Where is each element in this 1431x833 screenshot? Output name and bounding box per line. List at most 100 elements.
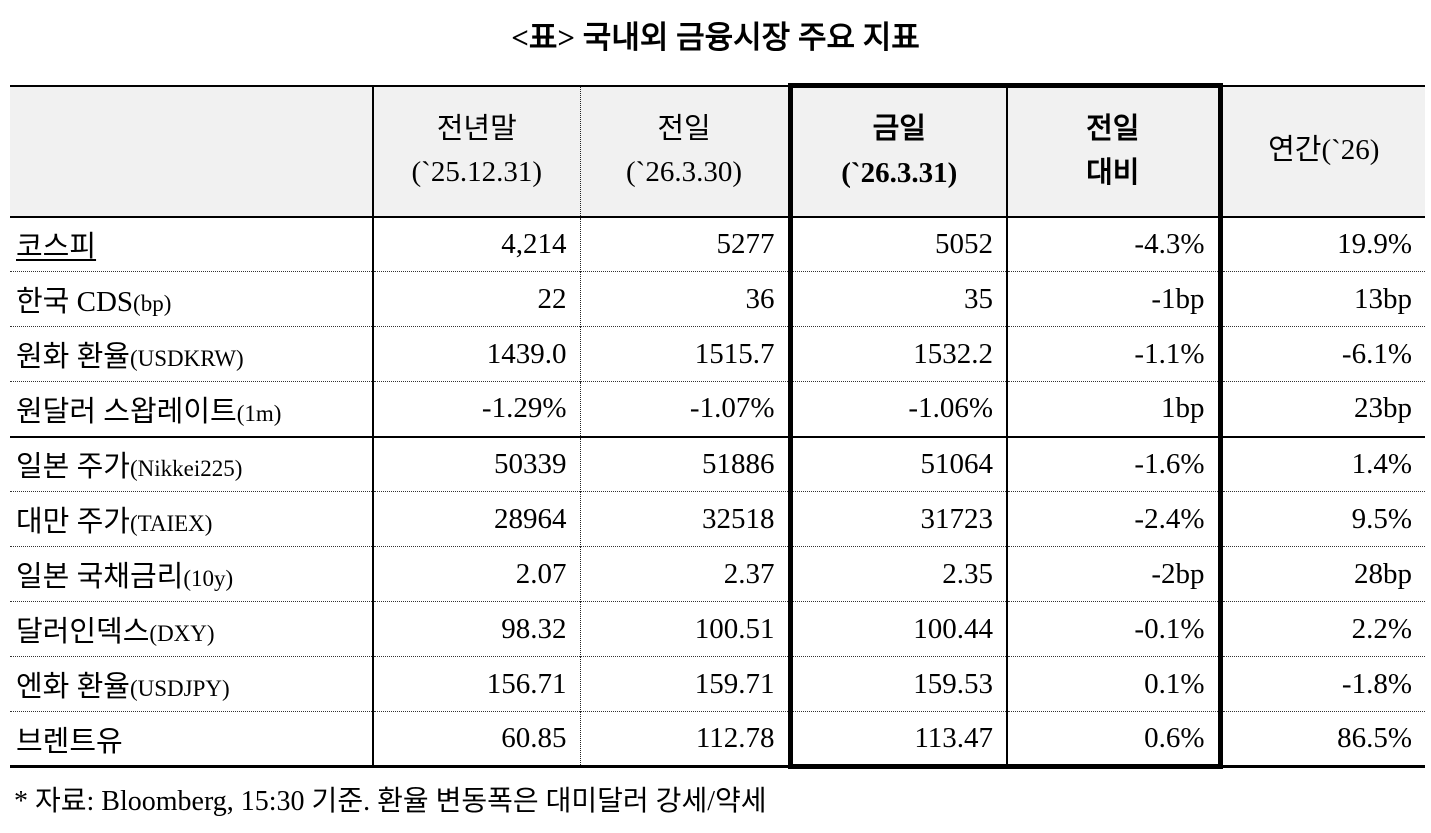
header-line: (`26.3.31) [841,156,958,189]
cell-value: 98.32 [373,601,581,657]
header-line: 전년말 [436,112,517,145]
table-row-dxy: 달러인덱스(DXY) 98.32 100.51 100.44 -0.1% 2.2… [10,601,1425,657]
cell-value: -4.3% [1006,216,1223,272]
header-line: 전일 [657,112,711,145]
row-label: 한국 CDS(bp) [10,271,374,327]
row-label-sub: (bp) [133,291,172,316]
cell-value: 5277 [580,216,790,272]
table-row-kospi: 코스피 4,214 5277 5052 -4.3% 19.9% [10,216,1425,272]
row-label-text: 코스피 [16,231,97,264]
cell-value: 31723 [787,491,1007,547]
header-line: (`25.12.31) [411,156,542,188]
cell-value: 23bp [1220,381,1425,437]
row-label-sub: (DXY) [149,621,215,646]
cell-value: 1532.2 [787,326,1007,382]
cell-value: 5052 [787,216,1007,272]
header-line: 대비 [1086,156,1140,189]
cell-value: -1.06% [787,381,1007,437]
cell-value: 4,214 [373,216,581,272]
row-label-text: 대만 주가 [16,506,130,538]
row-label: 대만 주가(TAIEX) [10,491,374,547]
cell-value: -0.1% [1006,601,1223,657]
row-label: 브렌트유 [10,711,374,768]
cell-value: 32518 [580,491,790,547]
row-label-text: 달러인덱스 [16,616,150,648]
cell-value: -2.4% [1006,491,1223,547]
row-label: 코스피 [10,216,374,272]
header-yearly: 연간(`26) [1220,84,1425,218]
row-label: 일본 국채금리(10y) [10,546,374,602]
cell-value: -1bp [1006,271,1223,327]
cell-value: 100.44 [787,601,1007,657]
table-row-nikkei: 일본 주가(Nikkei225) 50339 51886 51064 -1.6%… [10,435,1425,492]
cell-value: 51064 [787,435,1007,492]
header-today: 금일 (`26.3.31) [787,83,1007,218]
table-row-taiex: 대만 주가(TAIEX) 28964 32518 31723 -2.4% 9.5… [10,491,1425,547]
table-row-brent: 브렌트유 60.85 112.78 113.47 0.6% 86.5% [10,711,1425,769]
table-row-swap-rate: 원달러 스왑레이트(1m) -1.29% -1.07% -1.06% 1bp 2… [10,381,1425,437]
cell-value: -1.29% [373,381,581,437]
row-label-text: 일본 국채금리 [16,561,184,593]
source-footnote: * 자료: Bloomberg, 15:30 기준. 환율 변동폭은 대미달러 … [14,786,767,817]
cell-value: 19.9% [1220,216,1425,272]
cell-value: 50339 [373,435,581,492]
table-row-usdkrw: 원화 환율(USDKRW) 1439.0 1515.7 1532.2 -1.1%… [10,326,1425,382]
cell-value: 86.5% [1220,711,1425,768]
row-label-sub: (USDKRW) [129,346,244,371]
cell-value: 60.85 [373,711,581,768]
cell-value: 1bp [1006,381,1223,437]
cell-value: 2.37 [580,546,790,602]
cell-value: 13bp [1220,271,1425,327]
row-label-sub: (10y) [183,566,234,591]
cell-value: 2.2% [1220,601,1425,657]
row-label: 일본 주가(Nikkei225) [10,435,374,492]
cell-value: 1.4% [1220,435,1425,492]
cell-value: 2.07 [373,546,581,602]
cell-value: 9.5% [1220,491,1425,547]
header-line: 금일 [872,113,926,146]
cell-value: 1515.7 [580,326,790,382]
header-prev-year-end: 전년말 (`25.12.31) [373,84,581,218]
header-row: 전년말 (`25.12.31) 전일 (`26.3.30) 금일 (`26.3.… [10,83,1425,218]
cell-value: 35 [787,271,1007,327]
row-label-sub: (TAIEX) [129,511,213,536]
cell-value: -2bp [1006,546,1223,602]
cell-value: -1.07% [580,381,790,437]
cell-value: 156.71 [373,656,581,712]
cell-value: 159.53 [787,656,1007,712]
cell-value: 51886 [580,435,790,492]
cell-value: 0.1% [1006,656,1223,712]
row-label: 원화 환율(USDKRW) [10,326,374,382]
table-row-usdjpy: 엔화 환율(USDJPY) 156.71 159.71 159.53 0.1% … [10,656,1425,712]
row-label-sub: (Nikkei225) [129,456,243,482]
cell-value: 1439.0 [373,326,581,382]
cell-value: -1.8% [1220,656,1425,712]
cell-value: 22 [373,271,581,327]
row-label: 달러인덱스(DXY) [10,601,374,657]
cell-value: 112.78 [580,711,790,768]
header-line: (`26.3.30) [626,156,742,188]
row-label-text: 원화 환율 [16,341,130,373]
row-label-sub: (USDJPY) [129,676,230,701]
cell-value: -6.1% [1220,326,1425,382]
row-label-text: 한국 CDS [16,286,134,318]
table-row-jgb-10y: 일본 국채금리(10y) 2.07 2.37 2.35 -2bp 28bp [10,546,1425,602]
cell-value: -1.1% [1006,326,1223,382]
header-line: 전일 [1086,113,1140,146]
cell-value: -1.6% [1006,435,1223,492]
cell-value: 0.6% [1006,711,1223,769]
row-label-text: 엔화 환율 [16,671,130,703]
table-row-korea-cds: 한국 CDS(bp) 22 36 35 -1bp 13bp [10,271,1425,327]
cell-value: 28964 [373,491,581,547]
market-indicators-table: 전년말 (`25.12.31) 전일 (`26.3.30) 금일 (`26.3.… [10,83,1425,769]
row-label-text: 브렌트유 [16,725,123,758]
header-empty-cell [10,84,374,218]
header-prev-day: 전일 (`26.3.30) [580,84,790,218]
row-label: 엔화 환율(USDJPY) [10,656,374,712]
row-label: 원달러 스왑레이트(1m) [10,381,374,437]
cell-value: 2.35 [787,546,1007,602]
cell-value: 159.71 [580,656,790,712]
row-label-text: 원달러 스왑레이트 [16,395,237,428]
cell-value: 100.51 [580,601,790,657]
cell-value: 28bp [1220,546,1425,602]
